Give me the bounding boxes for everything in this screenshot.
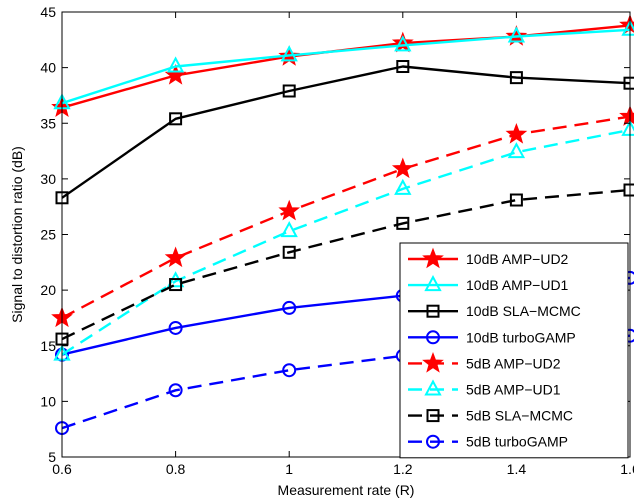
data-point-marker — [394, 35, 412, 52]
y-tick-label: 45 — [40, 4, 56, 20]
legend-label: 10dB SLA−MCMC — [466, 303, 581, 319]
y-tick-label: 35 — [40, 115, 56, 131]
data-point-marker — [507, 142, 526, 159]
data-point-marker — [280, 221, 298, 238]
data-point-marker — [391, 157, 414, 179]
data-point-marker — [396, 60, 410, 74]
data-point-marker — [168, 383, 183, 398]
legend-marker — [426, 304, 440, 318]
series-line — [61, 334, 631, 430]
y-tick-label: 15 — [40, 338, 56, 354]
x-tick-label: 0.8 — [166, 461, 186, 477]
legend-label: 5dB turboGAMP — [466, 434, 568, 450]
y-tick-label: 30 — [40, 171, 56, 187]
legend-marker — [426, 409, 440, 423]
legend: 10dB AMP−UD2 10dB AMP−UD1 10dB SLA−MCMC 10d… — [399, 242, 629, 459]
data-point-marker — [509, 193, 523, 207]
legend-marker — [424, 274, 442, 292]
data-point-marker — [282, 245, 296, 259]
data-point-marker — [169, 278, 183, 292]
x-axis-label: Measurement rate (R) — [278, 482, 415, 498]
x-tick-label: 1.4 — [507, 461, 527, 477]
data-point-marker — [507, 26, 526, 43]
legend-label: 10dB AMP−UD1 — [466, 277, 569, 293]
legend-box — [399, 242, 629, 459]
data-point-marker — [394, 178, 412, 195]
data-point-marker — [505, 122, 528, 144]
series-line — [61, 128, 631, 356]
y-tick-label: 25 — [40, 227, 56, 243]
x-tick-label: 0.6 — [52, 461, 72, 477]
series-line — [61, 115, 631, 319]
data-point-marker — [282, 84, 296, 98]
data-point-marker — [169, 112, 183, 126]
data-point-marker — [282, 363, 297, 378]
legend-marker — [426, 434, 440, 449]
data-point-marker — [282, 300, 297, 315]
y-tick-label: 40 — [40, 60, 56, 76]
data-point-marker — [166, 56, 185, 73]
legend-label: 5dB AMP−UD2 — [466, 355, 561, 371]
legend-marker — [426, 330, 440, 345]
series-line — [61, 188, 631, 341]
data-point-marker — [164, 246, 187, 268]
data-point-marker — [396, 216, 410, 230]
legend-marker — [422, 247, 444, 269]
y-tick-label: 20 — [40, 282, 56, 298]
legend-label: 5dB AMP−UD1 — [466, 382, 561, 398]
ticks-layer: 0.6 0.8 1 1.2 1.4 1.6 5 10 15 20 25 30 35 40 45 — [40, 4, 634, 477]
legend-marker — [422, 351, 444, 373]
data-point-marker — [168, 320, 183, 335]
y-axis-label: Signal to distortion ratio (dB) — [9, 146, 25, 323]
data-point-marker — [280, 45, 298, 62]
x-tick-label: 1.2 — [393, 461, 413, 477]
legend-label: 10dB turboGAMP — [466, 329, 576, 345]
series-line — [61, 65, 631, 199]
x-tick-label: 1.6 — [620, 461, 634, 477]
x-tick-label: 1 — [285, 461, 293, 477]
legend-label: 5dB SLA−MCMC — [466, 408, 573, 424]
data-point-marker — [509, 71, 523, 85]
data-point-marker — [391, 31, 414, 53]
legend-marker — [424, 379, 442, 396]
legend-label: 10dB AMP−UD2 — [466, 251, 569, 267]
y-tick-label: 5 — [48, 449, 56, 465]
y-tick-label: 10 — [40, 393, 56, 409]
series-line — [61, 28, 631, 105]
data-point-marker — [278, 199, 301, 221]
